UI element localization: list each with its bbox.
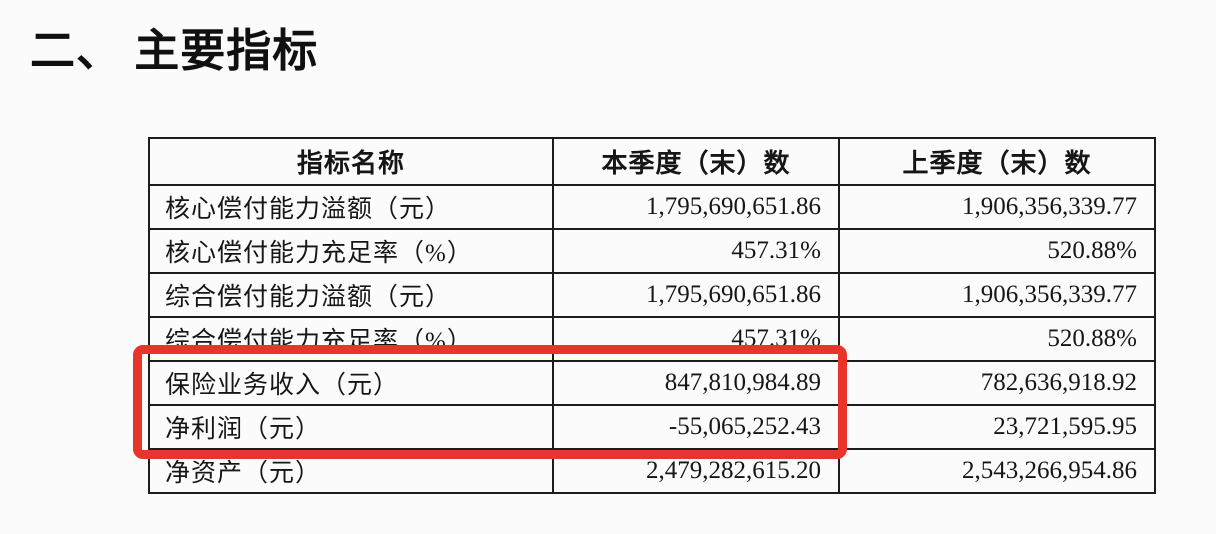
table-row: 净资产（元） 2,479,282,615.20 2,543,266,954.86	[148, 448, 1156, 494]
header-indicator-name: 指标名称	[148, 137, 554, 186]
indicator-name-cell: 综合偿付能力溢额（元）	[148, 272, 554, 318]
current-quarter-value-cell: 2,479,282,615.20	[552, 448, 840, 494]
table-row: 核心偿付能力溢额（元） 1,795,690,651.86 1,906,356,3…	[148, 184, 1156, 230]
previous-quarter-value-cell: 782,636,918.92	[838, 360, 1156, 406]
current-quarter-value-cell: 457.31%	[552, 316, 840, 362]
header-previous-quarter: 上季度（末）数	[838, 137, 1156, 186]
indicator-name-cell: 综合偿付能力充足率（%）	[148, 316, 554, 362]
header-current-quarter: 本季度（末）数	[552, 137, 840, 186]
header-row: 指标名称 本季度（末）数 上季度（末）数	[148, 137, 1156, 186]
previous-quarter-value-cell: 23,721,595.95	[838, 404, 1156, 450]
previous-quarter-value-cell: 520.88%	[838, 316, 1156, 362]
indicators-table: 指标名称 本季度（末）数 上季度（末）数 核心偿付能力溢额（元） 1,795,6…	[148, 137, 1156, 494]
section-title: 二、 主要指标	[30, 26, 319, 76]
indicator-name-cell: 核心偿付能力充足率（%）	[148, 228, 554, 274]
previous-quarter-value-cell: 1,906,356,339.77	[838, 272, 1156, 318]
previous-quarter-value-cell: 1,906,356,339.77	[838, 184, 1156, 230]
table-row: 综合偿付能力溢额（元） 1,795,690,651.86 1,906,356,3…	[148, 272, 1156, 318]
indicator-name-cell: 净利润（元）	[148, 404, 554, 450]
indicator-name-cell: 核心偿付能力溢额（元）	[148, 184, 554, 230]
indicators-table-container: 指标名称 本季度（末）数 上季度（末）数 核心偿付能力溢额（元） 1,795,6…	[148, 137, 1156, 494]
indicator-name-cell: 保险业务收入（元）	[148, 360, 554, 406]
indicator-name-cell: 净资产（元）	[148, 448, 554, 494]
previous-quarter-value-cell: 520.88%	[838, 228, 1156, 274]
current-quarter-value-cell: 1,795,690,651.86	[552, 184, 840, 230]
previous-quarter-value-cell: 2,543,266,954.86	[838, 448, 1156, 494]
current-quarter-value-cell: 847,810,984.89	[552, 360, 840, 406]
table-row-highlighted: 保险业务收入（元） 847,810,984.89 782,636,918.92	[148, 360, 1156, 406]
current-quarter-value-cell: 457.31%	[552, 228, 840, 274]
current-quarter-value-cell: 1,795,690,651.86	[552, 272, 840, 318]
current-quarter-value-cell: -55,065,252.43	[552, 404, 840, 450]
table-row: 核心偿付能力充足率（%） 457.31% 520.88%	[148, 228, 1156, 274]
table-row: 综合偿付能力充足率（%） 457.31% 520.88%	[148, 316, 1156, 362]
table-row-highlighted: 净利润（元） -55,065,252.43 23,721,595.95	[148, 404, 1156, 450]
